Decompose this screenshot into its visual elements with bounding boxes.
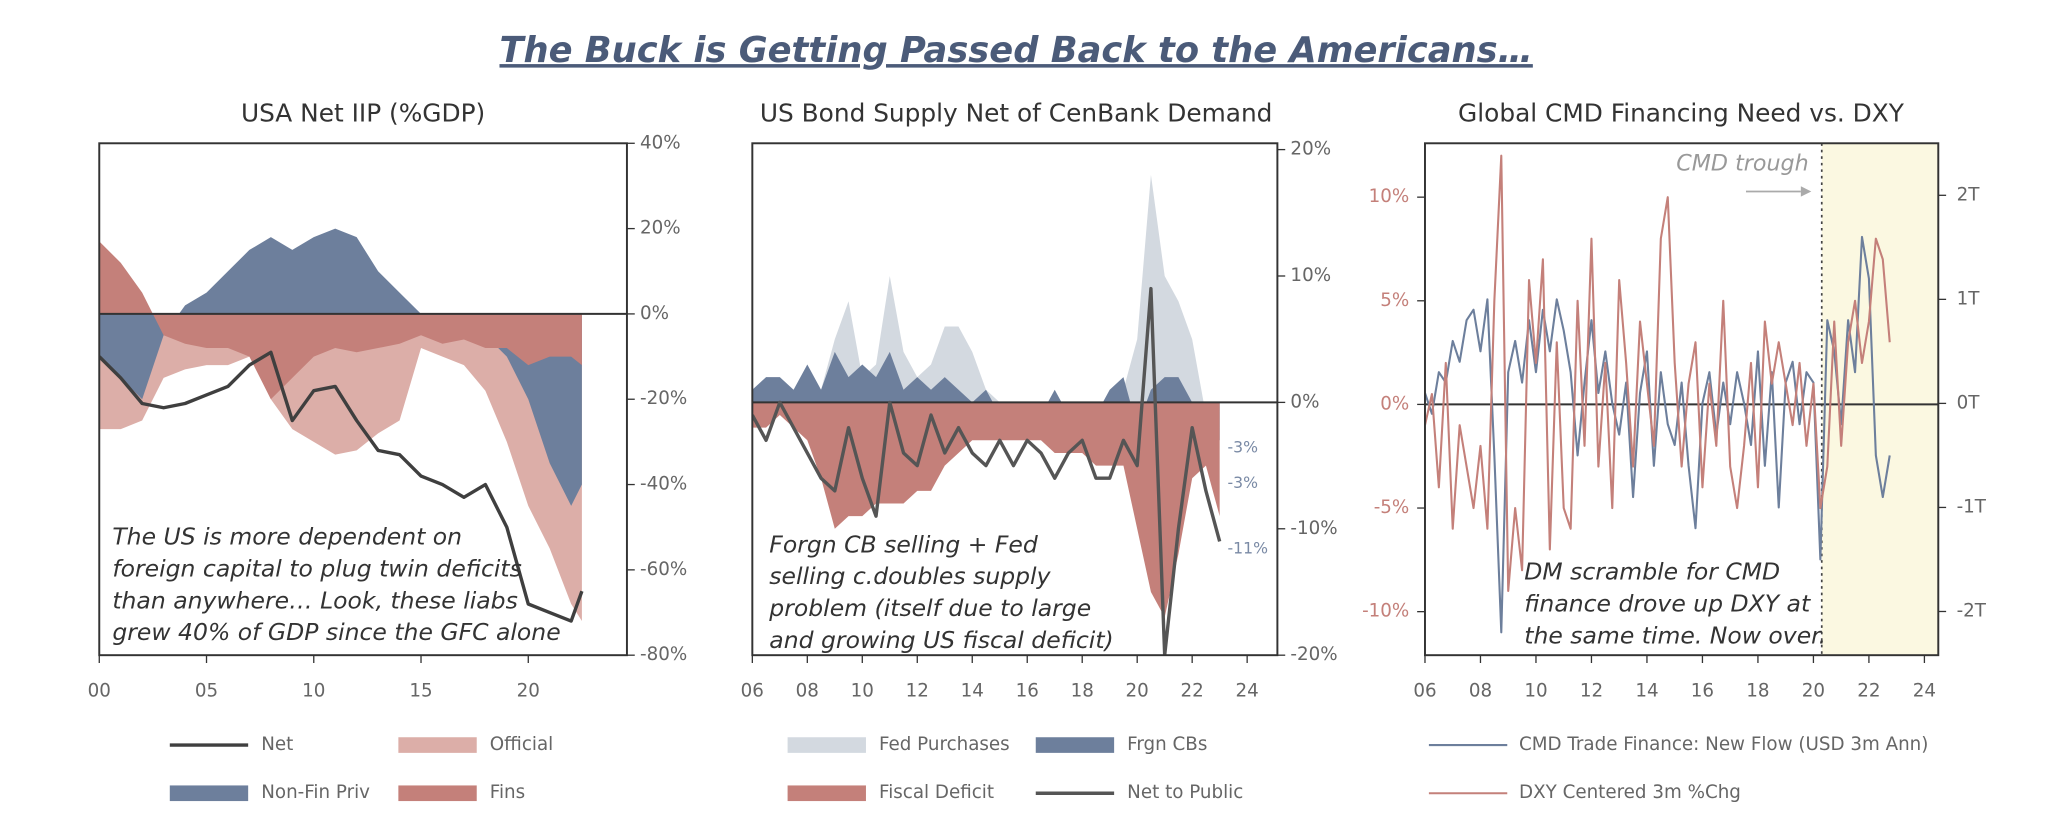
legend-swatch (787, 737, 866, 753)
area (752, 351, 1220, 441)
annotation: selling c.doubles supply (769, 562, 1051, 590)
chart-title: US Bond Supply Net of CenBank Demand (760, 99, 1273, 128)
x-tick-label: 08 (1469, 681, 1492, 702)
annotation: than anywhere… Look, these liabs (112, 586, 518, 614)
y-tick-label: 0% (640, 303, 669, 324)
area (99, 228, 582, 506)
annotation: foreign capital to plug twin deficits (112, 554, 522, 582)
legend-swatch (398, 737, 477, 753)
x-tick-label: 15 (409, 681, 432, 702)
x-tick-label: 12 (1580, 681, 1603, 702)
legend-label: Fed Purchases (879, 734, 1010, 755)
annotation: the same time. Now over. (1524, 621, 1826, 649)
plot (1424, 143, 1939, 656)
legend-label: Non-Fin Priv (261, 782, 370, 803)
x-tick-label: 24 (1236, 681, 1259, 702)
y-tick-label: -60% (640, 559, 687, 580)
legend-swatch (1035, 737, 1115, 753)
trough-arrowhead (1800, 186, 1812, 197)
y-tick-label: -5% (1374, 497, 1410, 518)
x-tick-label: 08 (796, 681, 819, 702)
annotation: problem (itself due to large (768, 594, 1091, 622)
legend-label: Net to Public (1127, 782, 1243, 803)
x-tick-label: 20 (517, 681, 540, 702)
plot-frame (751, 142, 1279, 657)
legend-label: CMD Trade Finance: New Flow (USD 3m Ann) (1519, 734, 1928, 755)
end-label: -3% (1227, 438, 1258, 457)
legend-swatch (787, 785, 866, 802)
line (1424, 235, 1891, 634)
plot-frame (1424, 142, 1940, 657)
main-title: The Buck is Getting Passed Back to the A… (499, 30, 1532, 71)
y-tick-label: -10% (1362, 601, 1409, 622)
legend-label: Fiscal Deficit (879, 782, 994, 803)
area (752, 402, 1220, 618)
x-tick-label: 18 (1746, 681, 1769, 702)
annotation: and growing US fiscal deficit) (769, 626, 1113, 654)
x-tick-label: 14 (1635, 681, 1658, 702)
line (752, 286, 1222, 656)
y2-tick-label: 2T (1957, 184, 1981, 205)
y-tick-label: 0% (1290, 391, 1319, 412)
x-tick-label: 05 (195, 681, 218, 702)
x-tick-label: 00 (88, 681, 111, 702)
plot (99, 228, 627, 623)
y-tick-label: 10% (1290, 265, 1331, 286)
y-tick-label: -20% (1290, 644, 1337, 665)
x-tick-label: 10 (302, 681, 325, 702)
x-tick-label: 24 (1913, 681, 1936, 702)
trough-label: CMD trough (1676, 151, 1808, 177)
y-tick-label: -10% (1290, 518, 1337, 539)
y2-tick-label: 1T (1957, 288, 1981, 309)
y-tick-label: 40% (640, 132, 681, 153)
x-tick-label: 06 (741, 681, 764, 702)
y2-tick-label: -2T (1957, 600, 1987, 621)
legend-label: Official (490, 734, 553, 755)
y-tick-label: 10% (1369, 186, 1410, 207)
x-tick-label: 10 (1524, 681, 1547, 702)
x-tick-label: 12 (906, 681, 929, 702)
annotation: finance drove up DXY at (1524, 590, 1811, 618)
x-tick-label: 14 (961, 681, 984, 702)
end-label: -11% (1227, 539, 1267, 558)
y2-tick-label: 0T (1957, 392, 1981, 413)
chart-title: USA Net IIP (%GDP) (241, 99, 485, 128)
y-tick-label: 0% (1380, 393, 1409, 414)
end-label: -3% (1227, 473, 1258, 492)
x-tick-label: 16 (1691, 681, 1714, 702)
x-tick-label: 18 (1071, 681, 1094, 702)
y-tick-label: 20% (1290, 139, 1331, 160)
chart-title: Global CMD Financing Need vs. DXY (1458, 99, 1905, 128)
annotation: grew 40% of GDP since the GFC alone (112, 618, 560, 646)
y-tick-label: -20% (640, 388, 687, 409)
legend-label: Fins (490, 782, 525, 803)
highlight (1821, 143, 1939, 656)
x-tick-label: 16 (1016, 681, 1039, 702)
line (1424, 154, 1891, 592)
legend-label: Net (261, 734, 293, 755)
legend-label: DXY Centered 3m %Chg (1519, 782, 1741, 803)
x-tick-label: 22 (1181, 681, 1204, 702)
area (99, 241, 582, 400)
line (99, 350, 584, 623)
plot (752, 174, 1278, 656)
y-tick-label: -80% (640, 644, 687, 665)
legend-label: Frgn CBs (1127, 734, 1207, 755)
legend-swatch (398, 785, 477, 802)
annotation: The US is more dependent on (112, 522, 462, 550)
x-tick-label: 10 (851, 681, 874, 702)
x-tick-label: 20 (1126, 681, 1149, 702)
annotation: Forgn CB selling + Fed (769, 530, 1038, 558)
x-tick-label: 20 (1802, 681, 1825, 702)
y-tick-label: -40% (640, 474, 687, 495)
x-tick-label: 06 (1413, 681, 1436, 702)
annotation: DM scramble for CMD (1524, 558, 1780, 586)
y-tick-label: 5% (1380, 290, 1409, 311)
legend-swatch (169, 785, 249, 802)
y-tick-label: 20% (640, 218, 681, 239)
y2-tick-label: -1T (1957, 496, 1987, 517)
x-tick-label: 22 (1857, 681, 1880, 702)
